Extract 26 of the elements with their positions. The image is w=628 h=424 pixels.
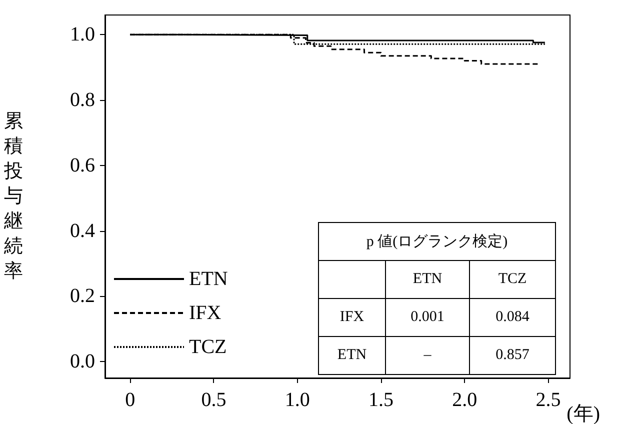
- annotation: 0.084: [470, 298, 556, 336]
- annotation: 0.857: [470, 336, 556, 374]
- y-tick-label: 0.0: [70, 350, 95, 373]
- x-tick-label: 1.0: [284, 389, 310, 411]
- x-axis-title: (年): [566, 403, 600, 424]
- y-tick-label: 0.2: [70, 285, 95, 308]
- y-axis-title: 累積投与継続率: [3, 111, 23, 282]
- x-tick-label: 2.5: [536, 389, 561, 411]
- annotation: IFX: [318, 298, 386, 336]
- y-tick-label: 0.8: [70, 89, 95, 112]
- annotation: TCZ: [470, 260, 556, 298]
- y-tick-label: 0.6: [70, 154, 95, 176]
- legend-label: TCZ: [189, 336, 227, 358]
- x-tick-label: 0: [125, 389, 136, 411]
- x-tick-label: 2.0: [452, 389, 478, 411]
- legend-label: IFX: [189, 302, 222, 324]
- annotation: –: [386, 336, 470, 374]
- annotation: ETN: [386, 260, 470, 298]
- x-tick-label: 0.5: [201, 389, 226, 411]
- annotation: 0.001: [386, 298, 470, 336]
- y-tick-label: 0.4: [70, 220, 95, 242]
- annotation: p 値(ログランク検定): [318, 222, 556, 260]
- x-tick-label: 1.5: [368, 389, 394, 411]
- legend-label: ETN: [189, 268, 228, 290]
- annotation: ETN: [318, 336, 386, 374]
- y-tick-label: 1.0: [70, 24, 95, 46]
